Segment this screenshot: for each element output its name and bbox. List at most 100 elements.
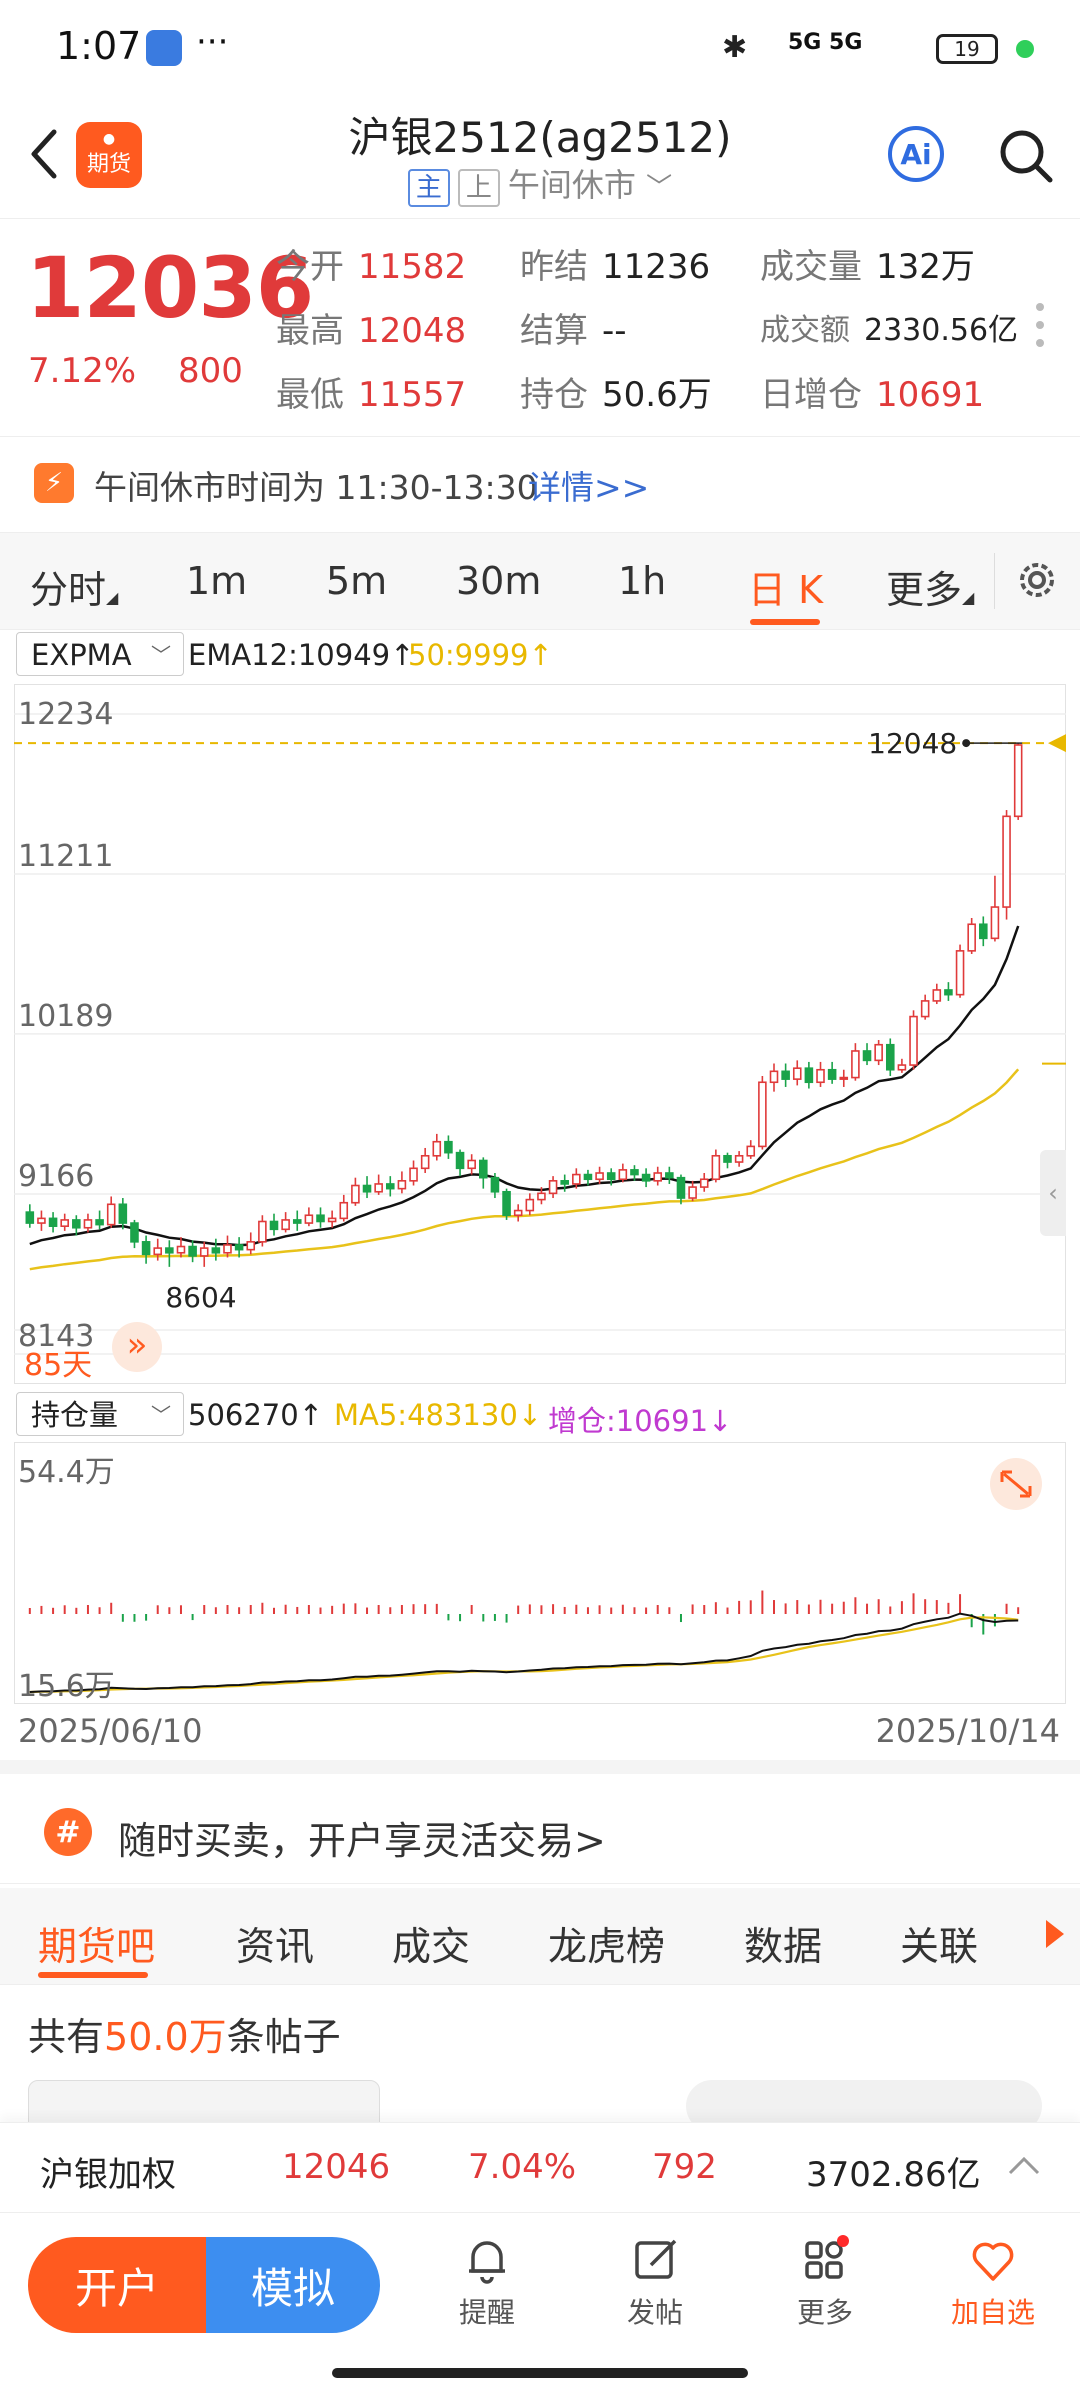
candle-body xyxy=(885,1043,895,1071)
candle-body xyxy=(490,1176,500,1193)
quote-panel: 12036 7.12% 800 今开 11582 昨结 11236 成交量 132万 … xyxy=(0,218,1080,437)
chevron-down-icon: ﹀ xyxy=(646,173,673,203)
candle-body xyxy=(281,1219,290,1231)
y-axis-label: 9166 xyxy=(18,1159,94,1194)
index-ticker[interactable]: 沪银加权 12046 7.04% 792 3702.86亿 xyxy=(0,2122,1080,2213)
tab-news[interactable]: 资讯 xyxy=(236,1925,315,1970)
candlestick-chart[interactable]: 12234 11211 10189 9166 8143 12048 8604 xyxy=(14,684,1066,1384)
date-start: 2025/06/10 xyxy=(18,1712,203,1750)
gear-icon[interactable] xyxy=(1014,557,1060,603)
scroll-right-icon[interactable] xyxy=(1046,1920,1064,1948)
header: ● 期货 沪银2512(ag2512) 主上午间休市 ﹀ Ai xyxy=(0,100,1080,218)
ai-assistant-button[interactable]: Ai xyxy=(888,126,944,182)
candle-body xyxy=(874,1043,883,1062)
tab-data[interactable]: 数据 xyxy=(744,1925,823,1970)
session-selector[interactable]: 主上午间休市 ﹀ xyxy=(0,160,1080,207)
candle-body xyxy=(513,1209,523,1217)
tab-more[interactable]: 更多◢ xyxy=(886,568,975,612)
oi-axis-bottom: 15.6万 xyxy=(18,1669,115,1704)
promo-banner[interactable]: # 随时买卖，开户享灵活交易> xyxy=(0,1760,1080,1884)
candle-body xyxy=(816,1068,825,1084)
nav-post[interactable]: 发帖 xyxy=(600,2235,710,2331)
y-axis-label: 12234 xyxy=(18,697,113,732)
candle-body xyxy=(292,1219,302,1224)
candle-body xyxy=(420,1154,430,1170)
tab-daily-k[interactable]: 日 K xyxy=(748,568,823,612)
candle-body xyxy=(746,1145,756,1157)
candle-body xyxy=(665,1172,674,1179)
candle-body xyxy=(932,989,942,1002)
back-icon[interactable] xyxy=(24,126,64,182)
notice-bar[interactable]: ⚡ 午间休市时间为 11:30-13:30 详情>> xyxy=(0,436,1080,533)
oi-ma5: MA5:483130↓ xyxy=(334,1398,543,1432)
side-drawer-handle[interactable]: ‹ xyxy=(1040,1150,1066,1236)
oi-line xyxy=(29,1612,1019,1693)
tab-forum[interactable]: 期货吧 xyxy=(38,1925,156,1970)
tab-intraday[interactable]: 分时◢ xyxy=(30,568,119,612)
exchange-tag: 上 xyxy=(457,169,500,207)
candle-body xyxy=(246,1241,256,1251)
candle-body xyxy=(781,1070,790,1080)
more-dots-icon[interactable] xyxy=(1036,303,1044,357)
nav-more[interactable]: 更多 xyxy=(770,2235,880,2331)
candle-body xyxy=(676,1176,686,1199)
tab-related[interactable]: 关联 xyxy=(900,1925,979,1970)
candle-body xyxy=(385,1183,395,1190)
candle-body xyxy=(699,1178,709,1188)
battery-level: 19 xyxy=(954,37,980,61)
edit-icon xyxy=(635,2239,677,2279)
content-tabs: 期货吧 资讯 成交 龙虎榜 数据 关联 xyxy=(0,1888,1080,1985)
candle-body xyxy=(37,1217,46,1224)
date-end: 2025/10/14 xyxy=(875,1712,1060,1750)
hashtag-icon: # xyxy=(44,1808,92,1856)
active-tab-indicator xyxy=(750,619,820,625)
y-axis-label: 8143 xyxy=(18,1319,94,1354)
nav-add-favorite[interactable]: 加自选 xyxy=(938,2235,1048,2331)
chevron-up-icon[interactable] xyxy=(1006,2155,1042,2177)
tab-30m[interactable]: 30m xyxy=(456,559,542,603)
tab-5m[interactable]: 5m xyxy=(326,559,388,603)
active-tab-indicator xyxy=(38,1972,148,1978)
candle-body xyxy=(83,1219,93,1229)
period-tabs: 分时◢ 1m 5m 30m 1h 日 K 更多◢ xyxy=(0,532,1080,630)
candle-body xyxy=(374,1183,383,1193)
lightning-icon: ⚡ xyxy=(34,463,74,503)
candle-body xyxy=(723,1154,732,1163)
candle-body xyxy=(409,1167,418,1182)
expand-right-icon[interactable]: » xyxy=(112,1322,162,1372)
candle-body xyxy=(188,1245,197,1257)
tab-1h[interactable]: 1h xyxy=(618,559,667,603)
candle-body xyxy=(537,1192,546,1201)
candle-body xyxy=(897,1064,907,1071)
simulate-button[interactable]: 模拟 xyxy=(206,2237,380,2333)
open-interest-chart[interactable]: 54.4万 15.6万 xyxy=(14,1442,1066,1704)
candle-body xyxy=(641,1173,651,1182)
tab-trades[interactable]: 成交 xyxy=(392,1925,471,1970)
indicator-select[interactable]: EXPMA ﹀ xyxy=(16,632,184,676)
tab-rankings[interactable]: 龙虎榜 xyxy=(548,1925,666,1970)
tab-1m[interactable]: 1m xyxy=(186,559,248,603)
futures-logo: ● 期货 xyxy=(76,122,142,188)
candle-body xyxy=(211,1247,221,1254)
candle-body xyxy=(130,1222,139,1243)
candle-body xyxy=(304,1214,314,1224)
chevron-down-icon: ﹀ xyxy=(151,1403,171,1427)
nav-alert[interactable]: 提醒 xyxy=(432,2235,542,2331)
oi-label: 持仓量 xyxy=(31,1398,119,1432)
notice-detail-link[interactable]: 详情>> xyxy=(528,468,650,507)
candle-body xyxy=(979,923,988,940)
candle-body xyxy=(444,1140,453,1154)
candle-body xyxy=(758,1081,767,1148)
search-icon[interactable] xyxy=(996,126,1056,186)
span-days-label: 85天 xyxy=(24,1348,93,1383)
quote-high: 最高 12048 xyxy=(276,311,467,351)
open-account-button[interactable]: 开户 xyxy=(28,2237,206,2333)
open-interest-select[interactable]: 持仓量 ﹀ xyxy=(16,1392,184,1436)
candle-body xyxy=(630,1169,639,1176)
bell-icon xyxy=(469,2241,505,2284)
candle-body xyxy=(560,1180,569,1185)
price-arrow xyxy=(1048,734,1066,753)
candle-body xyxy=(851,1050,860,1079)
ticker-pct: 7.04% xyxy=(468,2147,577,2187)
indicator-name: EXPMA xyxy=(31,638,132,672)
